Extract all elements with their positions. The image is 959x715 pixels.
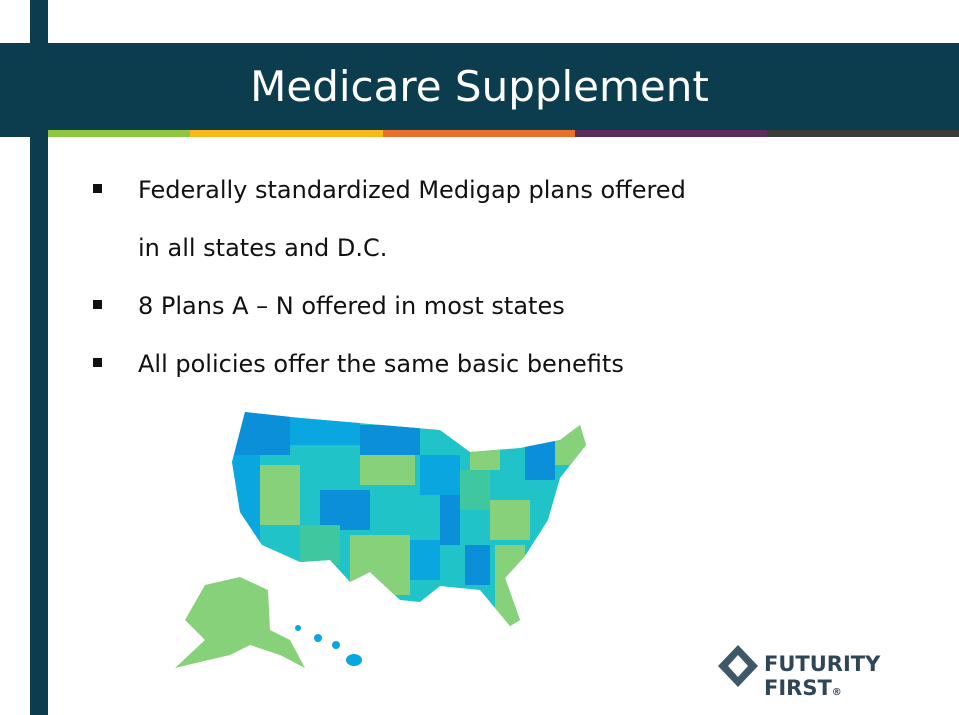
header-title: Medicare Supplement: [250, 62, 709, 111]
alaska: [175, 577, 305, 668]
hawaii: [295, 625, 362, 666]
bullet-marker: [93, 184, 102, 193]
logo-icon: [718, 645, 758, 687]
logo-text: FUTURITY FIRST: [764, 652, 881, 700]
header-band: [0, 43, 959, 130]
logo-name: FUTURITY FIRST®: [764, 652, 959, 700]
bullet-text: in all states and D.C.: [138, 234, 388, 262]
stripe: [0, 130, 959, 137]
bullet-text: All policies offer the same basic benefi…: [138, 350, 624, 378]
bullet-marker: [93, 300, 102, 309]
bullet-marker: [93, 358, 102, 367]
left-bar: [30, 0, 48, 715]
bullet-text: Federally standardized Medigap plans off…: [138, 176, 686, 204]
bullet-text: 8 Plans A – N offered in most states: [138, 292, 565, 320]
logo-mark: ®: [831, 687, 842, 698]
